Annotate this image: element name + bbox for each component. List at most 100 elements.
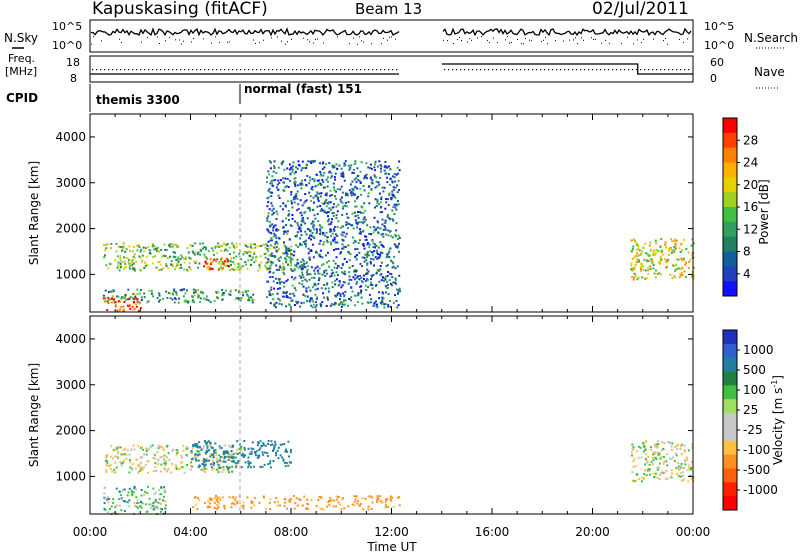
nave-point: [636, 69, 638, 71]
time-tick-label: 16:00: [475, 525, 510, 539]
power-point: [286, 291, 288, 293]
power-point: [301, 266, 304, 269]
power-point: [278, 182, 281, 184]
velocity-point: [258, 454, 261, 457]
velocity-point: [229, 445, 232, 448]
power-point: [385, 233, 388, 236]
power-point: [365, 289, 368, 291]
velocity-point: [684, 460, 687, 463]
power-point: [347, 244, 350, 247]
velocity-point: [207, 449, 209, 452]
nave-point: [384, 69, 386, 71]
power-point: [298, 226, 301, 229]
nsearch-point: [525, 38, 526, 40]
velocity-point: [225, 451, 228, 454]
power-point: [115, 295, 118, 298]
nave-point: [580, 69, 582, 71]
velocity-point: [130, 489, 133, 492]
power-point: [343, 162, 346, 165]
velocity-point: [266, 452, 269, 454]
power-point: [302, 217, 305, 219]
velocity-point: [636, 473, 639, 476]
velocity-point: [196, 454, 199, 457]
velocity-point: [227, 458, 230, 461]
velocity-colorbar-swatch: [723, 413, 737, 428]
power-point: [291, 170, 294, 173]
power-point: [361, 265, 364, 268]
power-point: [226, 249, 229, 252]
power-point: [193, 260, 195, 263]
power-point: [382, 228, 385, 231]
power-point: [368, 243, 371, 246]
power-point: [300, 264, 303, 267]
power-point: [382, 232, 385, 235]
power-point: [297, 160, 300, 163]
power-point: [308, 206, 311, 209]
velocity-point: [669, 442, 672, 445]
power-point: [659, 256, 662, 259]
power-point: [387, 214, 389, 216]
velocity-y-tick-label: 2000: [55, 424, 86, 438]
power-point: [395, 246, 398, 248]
power-point: [304, 242, 307, 245]
power-point: [260, 261, 263, 264]
power-point: [117, 300, 120, 303]
power-point: [304, 278, 307, 281]
velocity-point: [143, 453, 146, 456]
power-point: [297, 203, 300, 206]
power-point: [393, 213, 396, 215]
power-colorbar-label: Power [dB]: [757, 179, 771, 244]
velocity-point: [153, 453, 156, 456]
power-point: [255, 255, 258, 258]
power-point: [380, 244, 383, 247]
power-point: [369, 250, 372, 253]
velocity-point: [240, 449, 243, 452]
velocity-point: [147, 448, 150, 451]
nsearch-point: [383, 37, 384, 39]
velocity-point: [130, 468, 133, 471]
power-point: [648, 244, 651, 247]
velocity-point: [654, 451, 657, 454]
power-point: [386, 181, 389, 184]
velocity-point: [121, 488, 124, 491]
power-point: [383, 169, 386, 172]
nsearch-point: [543, 39, 544, 41]
power-point: [335, 271, 338, 274]
power-point: [683, 270, 686, 273]
velocity-point: [275, 452, 277, 454]
power-point: [330, 235, 332, 238]
nsearch-point: [253, 39, 254, 41]
velocity-point: [190, 450, 193, 453]
power-point: [184, 298, 187, 301]
power-point: [272, 235, 275, 238]
nave-point: [176, 69, 178, 71]
power-point: [344, 290, 347, 293]
power-point: [345, 201, 347, 204]
power-point: [237, 291, 240, 294]
velocity-point: [112, 512, 115, 515]
power-point: [285, 261, 287, 264]
power-point: [317, 220, 320, 223]
power-point: [388, 250, 391, 253]
velocity-point: [339, 503, 342, 506]
power-point: [152, 244, 155, 247]
velocity-point: [680, 463, 683, 465]
power-point: [383, 186, 386, 189]
power-point: [326, 239, 328, 242]
velocity-y-axis-label: Slant Range [km]: [27, 363, 41, 467]
power-point: [316, 191, 319, 194]
power-point: [114, 300, 117, 303]
power-point: [348, 271, 351, 274]
power-point: [387, 234, 390, 237]
nave-point: [124, 69, 126, 71]
power-point: [131, 260, 134, 263]
power-point: [108, 291, 110, 293]
velocity-point: [244, 461, 247, 464]
power-point: [184, 257, 187, 260]
velocity-point: [229, 459, 232, 462]
power-point: [119, 266, 122, 269]
power-point: [375, 227, 378, 230]
power-point: [386, 283, 389, 286]
power-point: [673, 238, 676, 241]
power-point: [690, 244, 693, 247]
